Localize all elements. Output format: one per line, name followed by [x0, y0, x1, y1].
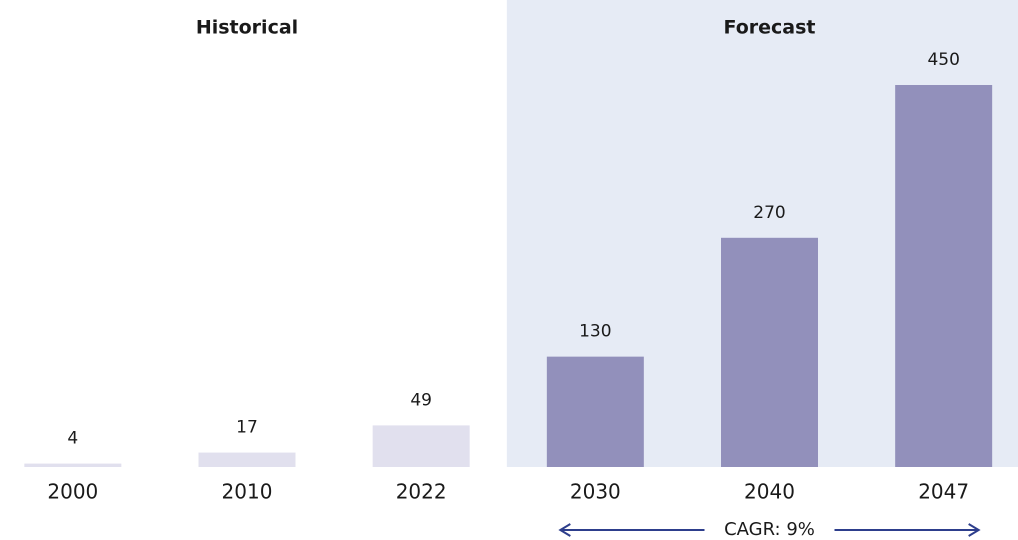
- value-label: 450: [927, 50, 959, 70]
- bar: [24, 463, 122, 467]
- x-tick-label: 2040: [744, 480, 795, 504]
- bar: [198, 452, 296, 467]
- value-label: 49: [410, 390, 432, 410]
- x-tick-label: 2010: [222, 480, 273, 504]
- bar: [721, 237, 818, 467]
- x-tick-label: 2030: [570, 480, 621, 504]
- value-label: 270: [753, 203, 785, 223]
- value-label: 17: [236, 418, 258, 438]
- annotation: CAGR: 9%: [724, 519, 815, 540]
- bar: [546, 356, 644, 467]
- group-heading: Forecast: [724, 17, 816, 39]
- arrow-head: [558, 523, 571, 537]
- arrow-head: [968, 523, 981, 537]
- bar: [895, 85, 993, 467]
- value-label: 130: [579, 322, 611, 342]
- value-label: 4: [67, 429, 78, 449]
- x-tick-label: 2047: [918, 480, 969, 504]
- bar: [372, 425, 470, 467]
- group-heading: Historical: [196, 17, 298, 39]
- x-tick-label: 2022: [396, 480, 447, 504]
- x-tick-label: 2000: [47, 480, 98, 504]
